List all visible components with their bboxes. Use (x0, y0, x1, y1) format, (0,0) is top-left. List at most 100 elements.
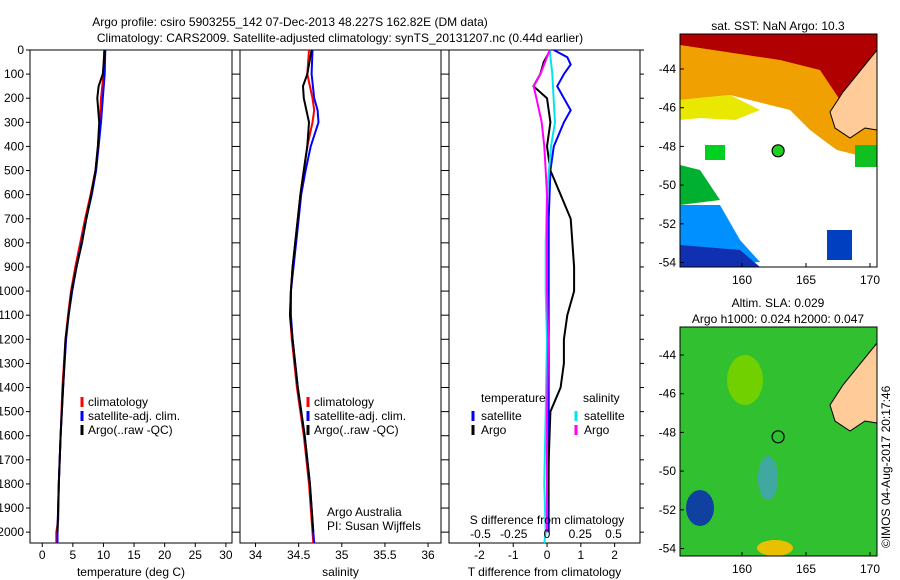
x2-axis-label: S difference from climatology (470, 513, 625, 527)
y-tick-label: 700 (4, 212, 24, 226)
y-tick-label: 1200 (0, 332, 24, 346)
map-title: Argo h1000: 0.024 h2000: 0.047 (692, 312, 864, 326)
y-tick-label: 500 (4, 164, 24, 178)
sst-map: sat. SST: NaN Argo: 10.3 -44 -46 -48 -50 -52 -… (659, 19, 881, 287)
y-tick-label: 1700 (0, 453, 24, 467)
profile-panel-3: -2 -1 0 1 2 T difference from climatology temp… (445, 49, 644, 579)
y-tick-label: 900 (4, 260, 24, 274)
y-tick-label: 100 (4, 67, 24, 81)
map-title: sat. SST: NaN Argo: 10.3 (711, 19, 845, 33)
x-tick-label: 20 (158, 548, 172, 562)
series-line-t-satellite (547, 49, 572, 533)
legend-label: Argo (584, 423, 610, 437)
x-tick-label: 0 (39, 548, 46, 562)
annotation-text: PI: Susan Wijffels (327, 519, 421, 533)
x-tick-label: 34 (249, 548, 263, 562)
x-tick-label: -1 (508, 548, 519, 562)
series-line-s-satellite (543, 49, 557, 544)
lon-tick-label: 160 (732, 562, 752, 576)
title-line-2: Climatology: CARS2009. Satellite-adjuste… (97, 31, 583, 45)
title-line-1: Argo profile: csiro 5903255_142 07-Dec-2… (92, 15, 488, 29)
sst-patch (827, 230, 852, 260)
y-tick-label: 1000 (0, 284, 24, 298)
lon-tick-label: 165 (796, 273, 816, 287)
new-zealand-land (829, 341, 878, 432)
legend-heading-salinity: salinity (583, 391, 620, 405)
x-axis-label: salinity (322, 565, 359, 579)
x-tick-label: 36 (421, 548, 435, 562)
profile-panel-1: 0 5 10 15 20 25 30 temperature (deg C) 0 100 200 30… (0, 43, 236, 579)
x-tick-label: 25 (189, 548, 203, 562)
x-tick-label: -2 (474, 548, 485, 562)
legend-label: Argo(..raw -QC) (314, 423, 399, 437)
lat-tick-label: -54 (659, 542, 677, 556)
sst-green-field (680, 165, 720, 205)
lat-tick-label: -44 (659, 62, 677, 76)
x2-tick-label: -0.25 (500, 527, 528, 541)
annotation-text: Argo Australia (327, 505, 402, 519)
legend-label: satellite (584, 409, 625, 423)
sla-high-eddy (757, 540, 793, 556)
lat-tick-label: -46 (659, 387, 677, 401)
series-line-climatology (288, 49, 316, 544)
legend-label: satellite-adj. clim. (88, 409, 180, 423)
lat-tick-label: -52 (659, 503, 677, 517)
x2-tick-label: 0.5 (605, 527, 622, 541)
footer-credit: ©IMOS 04-Aug-2017 20:17:46 (879, 385, 893, 548)
lat-tick-label: -46 (659, 101, 677, 115)
map-frame (679, 33, 878, 268)
lon-tick-label: 165 (796, 562, 816, 576)
new-zealand-land (829, 48, 878, 139)
sst-deep-blue-field (680, 245, 760, 267)
map-title: Altim. SLA: 0.029 (732, 296, 825, 310)
y-tick-label: 1900 (0, 501, 24, 515)
plot-frame (239, 49, 442, 544)
y-tick-label: 1400 (0, 381, 24, 395)
x-tick-label: 10 (97, 548, 111, 562)
legend-label: Argo(..raw -QC) (88, 423, 173, 437)
y-tick-label: 1800 (0, 477, 24, 491)
y-tick-label: 0 (17, 43, 24, 57)
series-line-t-argo (532, 49, 576, 533)
x-tick-label: 1 (577, 548, 584, 562)
series-line-argo-raw-qc- (56, 49, 106, 533)
sla-high-patch (727, 355, 763, 405)
sst-hot-field (680, 34, 877, 100)
lat-tick-label: -44 (659, 348, 677, 362)
series-line-satellite-adj-clim- (289, 49, 320, 544)
lat-tick-label: -50 (659, 464, 677, 478)
y-tick-label: 2000 (0, 525, 24, 539)
x-tick-label: 0 (544, 548, 551, 562)
sst-patch (705, 145, 725, 160)
series-line-argo-raw-qc- (288, 49, 315, 533)
plot-frame (29, 49, 233, 544)
y-tick-label: 1500 (0, 405, 24, 419)
y-tick-label: 800 (4, 236, 24, 250)
sla-map: Altim. SLA: 0.029 Argo h1000: 0.024 h2000… (659, 296, 881, 576)
lat-tick-label: -52 (659, 217, 677, 231)
x-tick-label: 30 (219, 548, 233, 562)
legend-label: Argo (481, 423, 507, 437)
argo-float-position-marker (771, 144, 785, 158)
y-tick-label: 200 (4, 91, 24, 105)
legend-label: climatology (88, 395, 148, 409)
x-tick-label: 15 (127, 548, 141, 562)
lon-tick-label: 170 (860, 273, 880, 287)
x-tick-label: 2 (611, 548, 618, 562)
y-tick-label: 1600 (0, 429, 24, 443)
series-line-s-argo (532, 49, 551, 533)
y-tick-label: 600 (4, 188, 24, 202)
sst-yellow-field (680, 95, 760, 120)
x2-tick-label: 0.25 (569, 527, 593, 541)
legend-label: climatology (314, 395, 374, 409)
lon-tick-label: 170 (860, 562, 880, 576)
x-axis-label: temperature (deg C) (77, 565, 185, 579)
series-line-climatology (55, 49, 106, 543)
y-tick-label: 300 (4, 115, 24, 129)
sla-low-eddy (686, 490, 714, 526)
lon-tick-label: 160 (732, 273, 752, 287)
x-tick-label: 35.5 (373, 548, 397, 562)
x-tick-label: 34.5 (287, 548, 311, 562)
